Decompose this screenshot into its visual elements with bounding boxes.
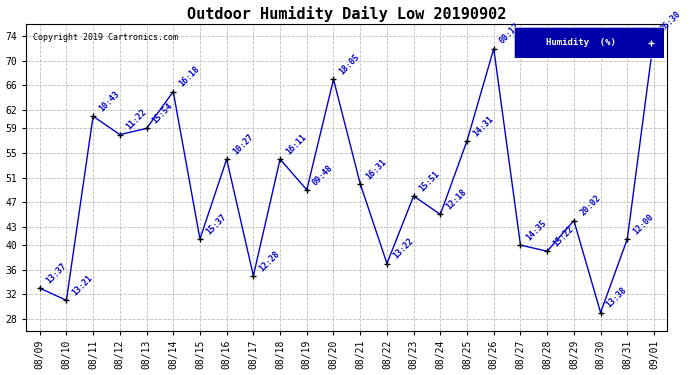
Text: 00:17: 00:17 xyxy=(498,22,522,46)
Text: 15:51: 15:51 xyxy=(418,169,442,193)
Text: 12:18: 12:18 xyxy=(444,188,469,211)
Text: 18:05: 18:05 xyxy=(337,53,362,76)
Text: 10:43: 10:43 xyxy=(97,89,121,113)
Text: 16:18: 16:18 xyxy=(177,65,201,89)
Text: 12:00: 12:00 xyxy=(631,212,656,236)
Text: 13:37: 13:37 xyxy=(44,261,68,285)
Text: 15:54: 15:54 xyxy=(150,102,175,126)
Title: Outdoor Humidity Daily Low 20190902: Outdoor Humidity Daily Low 20190902 xyxy=(187,6,506,21)
Text: 09:48: 09:48 xyxy=(311,163,335,187)
Text: 13:38: 13:38 xyxy=(604,286,629,310)
Text: Copyright 2019 Cartronics.com: Copyright 2019 Cartronics.com xyxy=(32,33,178,42)
Text: 11:22: 11:22 xyxy=(124,108,148,132)
Text: 15:22: 15:22 xyxy=(551,224,575,249)
Text: 14:35: 14:35 xyxy=(524,218,549,242)
Text: 16:11: 16:11 xyxy=(284,132,308,156)
Text: 13:21: 13:21 xyxy=(70,273,95,298)
Text: 20:02: 20:02 xyxy=(578,194,602,218)
Text: 12:28: 12:28 xyxy=(257,249,282,273)
Text: 14:31: 14:31 xyxy=(471,114,495,138)
Text: 06:30: 06:30 xyxy=(658,10,682,34)
Text: 13:22: 13:22 xyxy=(391,237,415,261)
Text: 16:31: 16:31 xyxy=(364,157,388,181)
Text: 15:37: 15:37 xyxy=(204,212,228,236)
Text: 10:27: 10:27 xyxy=(231,132,255,156)
